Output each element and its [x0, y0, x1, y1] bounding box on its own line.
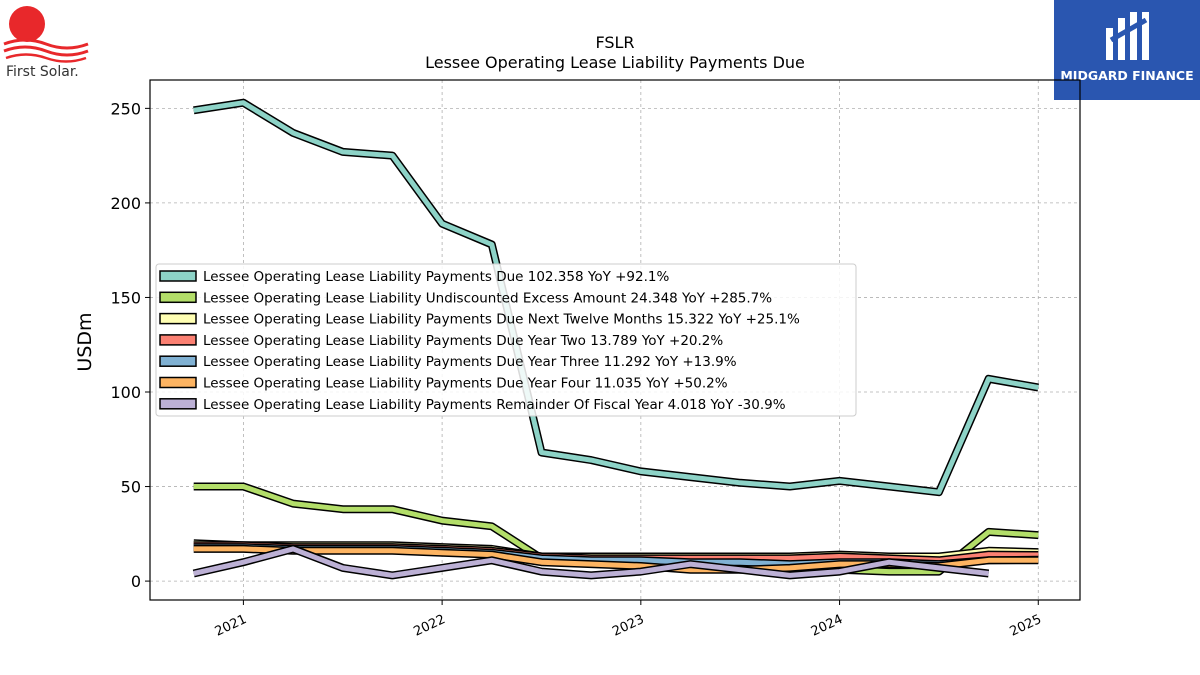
series-line — [193, 100, 1039, 495]
x-tick-label: 2023 — [610, 612, 646, 640]
plot-frame — [149, 79, 1081, 601]
legend-entry: Lessee Operating Lease Liability Payment… — [203, 376, 728, 392]
series-layer — [192, 98, 1039, 580]
series-line — [193, 546, 989, 578]
chart-title: FSLR — [595, 33, 634, 52]
x-tick-label: 2024 — [809, 612, 845, 640]
first-solar-wordmark: First Solar. — [6, 64, 79, 80]
legend-swatch — [159, 270, 197, 282]
legend-box — [155, 263, 857, 417]
legend-entry: Lessee Operating Lease Liability Payment… — [203, 397, 786, 413]
legend: Lessee Operating Lease Liability Payment… — [155, 263, 857, 417]
series-line-1 — [193, 98, 1039, 497]
y-tick-label: 100 — [110, 383, 141, 402]
legend-entry: Lessee Operating Lease Liability Payment… — [203, 333, 723, 349]
midgard-finance-wordmark: MIDGARD FINANCE — [1060, 68, 1194, 83]
y-tick-label: 150 — [110, 288, 141, 307]
y-axis-ticks: 0 50 100 150 200 250 — [110, 99, 150, 591]
x-tick-label: 2022 — [411, 612, 447, 640]
legend-swatch — [159, 398, 197, 410]
legend-entry: Lessee Operating Lease Liability Undisco… — [203, 290, 772, 306]
legend-entry: Lessee Operating Lease Liability Payment… — [203, 354, 737, 370]
y-tick-label: 200 — [110, 194, 141, 213]
legend-swatch — [159, 376, 197, 389]
legend-swatch — [159, 334, 197, 346]
legend-swatch — [159, 291, 197, 304]
x-axis-ticks: 2021 2022 2023 2024 2025 — [213, 600, 1044, 640]
y-tick-label: 250 — [110, 99, 141, 118]
series-line-7 — [192, 544, 990, 580]
legend-swatch — [159, 355, 197, 367]
midgard-finance-logo: MIDGARD FINANCE — [1054, 0, 1200, 100]
legend-entry: Lessee Operating Lease Liability Payment… — [203, 269, 669, 285]
legend-entry: Lessee Operating Lease Liability Payment… — [203, 312, 800, 328]
x-tick-label: 2025 — [1008, 612, 1044, 640]
y-tick-label: 0 — [131, 572, 141, 591]
midgard-emblem-icon — [1106, 12, 1149, 60]
y-axis-label: USDm — [74, 312, 96, 371]
sun-wave-icon — [3, 6, 89, 63]
chart-subtitle: Lessee Operating Lease Liability Payment… — [425, 53, 805, 72]
y-tick-label: 50 — [121, 478, 141, 497]
legend-swatch — [159, 312, 197, 325]
x-tick-label: 2021 — [213, 612, 249, 640]
first-solar-logo: First Solar. — [0, 0, 100, 90]
